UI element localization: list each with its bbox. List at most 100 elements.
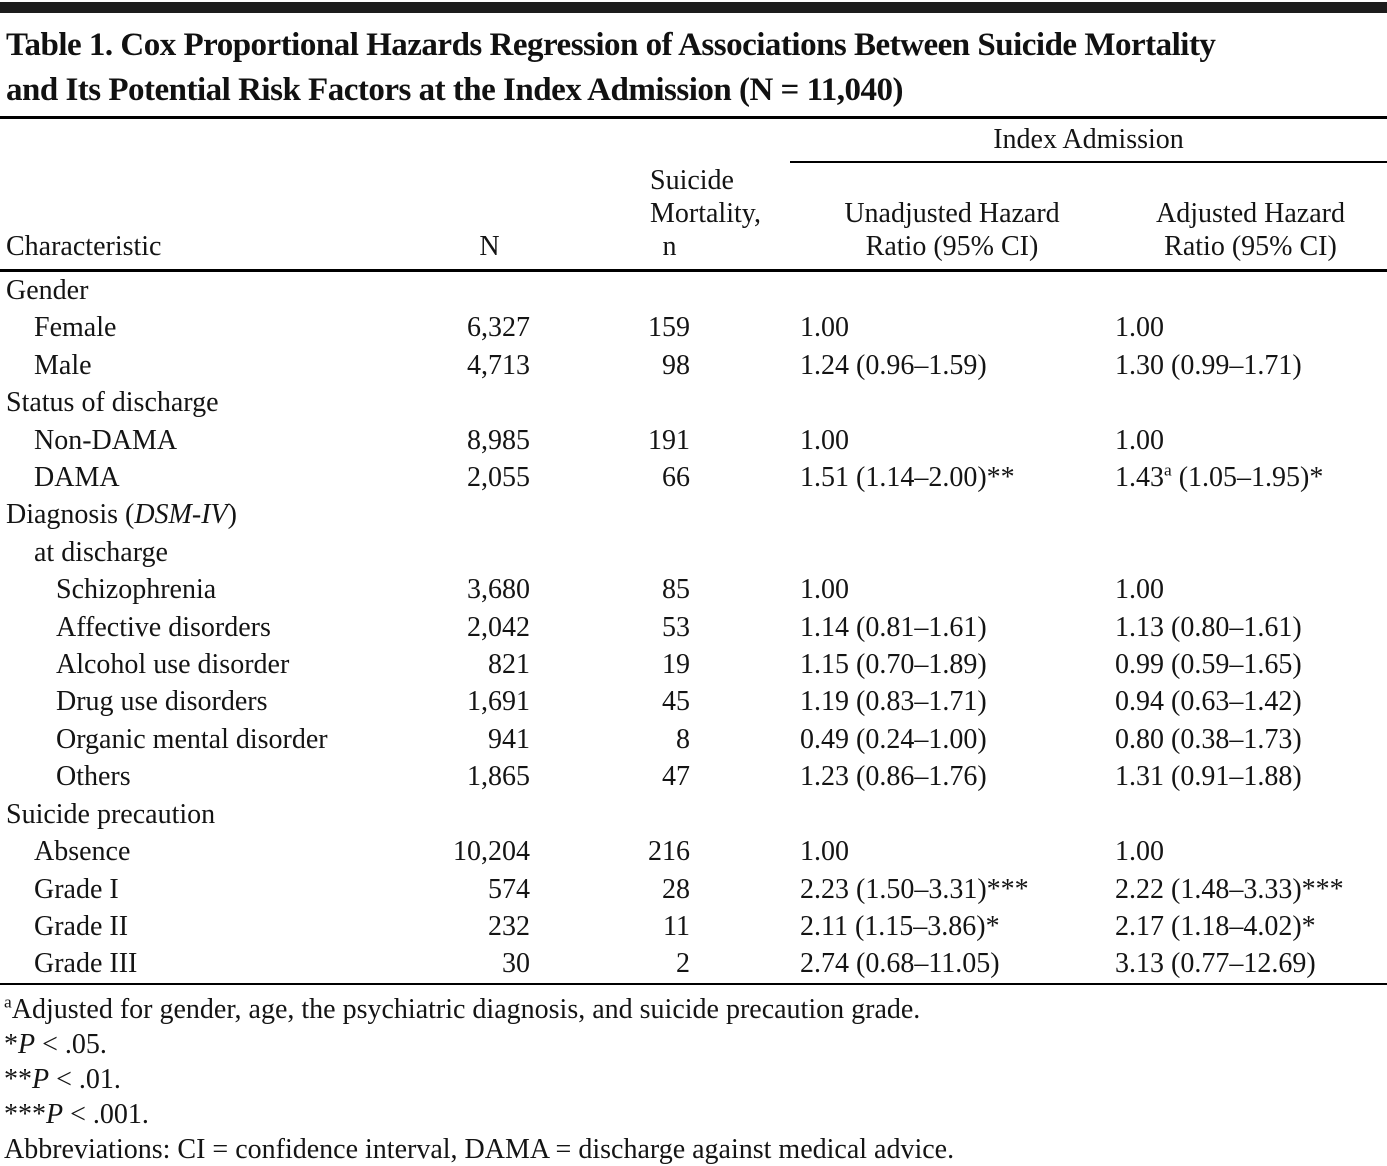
cell-unadjusted-hr: 2.23 (1.50–3.31)*** (800, 873, 1029, 905)
cell-characteristic: Organic mental disorder (56, 723, 328, 755)
spanner-row: Index Admission (0, 119, 1387, 163)
footnote-line: aAdjusted for gender, age, the psychiatr… (4, 992, 921, 1025)
cell-adjusted-hr (1105, 271, 1387, 310)
cell-n: 2,042 (467, 611, 530, 643)
cell-unadjusted-hr: 1.24 (0.96–1.59) (800, 349, 987, 381)
cell-n: 941 (488, 723, 530, 755)
footnote-line: *P < .05. (4, 1028, 107, 1060)
cell-characteristic: Affective disorders (56, 611, 271, 643)
cell-adjusted-hr: 1.00 (1115, 312, 1164, 344)
cell-adjusted-hr: 0.99 (0.59–1.65) (1115, 649, 1302, 681)
cell-unadjusted-hr: 1.00 (800, 312, 849, 344)
cell-mortality: 28 (662, 873, 690, 905)
table-row: Organic mental disorder 941 8 0.49 (0.24–1.… (0, 721, 1387, 758)
column-header-mortality: Suicide Mortality, n (530, 163, 761, 272)
spanner-spacer (0, 119, 690, 163)
spanner-label: Index Admission (993, 124, 1184, 155)
cell-n: 6,327 (467, 312, 530, 344)
cell-characteristic: Schizophrenia (56, 574, 217, 606)
cell-adjusted-hr: 1.30 (0.99–1.71) (1115, 349, 1302, 381)
cell-n (420, 271, 530, 310)
cell-n: 4,713 (467, 349, 530, 381)
cell-mortality: 47 (662, 761, 690, 793)
cell-characteristic: Non-DAMA (34, 424, 178, 456)
cell-n: 3,680 (467, 574, 530, 606)
cell-adjusted-hr: 2.17 (1.18–4.02)* (1115, 910, 1316, 942)
cell-adjusted-hr (1105, 534, 1387, 571)
footnotes: aAdjusted for gender, age, the psychiatr… (0, 985, 1387, 1166)
cell-n: 1,865 (467, 761, 530, 793)
cell-n: 10,204 (453, 836, 530, 868)
column-header-unadjusted-hr: Unadjusted Hazard Ratio (95% CI) (690, 163, 1105, 272)
cell-n: 821 (488, 649, 530, 681)
table-row: Grade III 30 2 2.74 (0.68–11.05) 3.13 (0.77–… (0, 945, 1387, 983)
cell-mortality (530, 496, 690, 533)
cell-characteristic: Diagnosis (DSM-IV) (6, 499, 237, 531)
table-row: Status of discharge (0, 384, 1387, 421)
table-row: Affective disorders 2,042 53 1.14 (0.81–1.6… (0, 609, 1387, 646)
cell-unadjusted-hr: 0.49 (0.24–1.00) (800, 723, 987, 755)
cell-n (420, 496, 530, 533)
cell-mortality: 159 (648, 312, 690, 344)
cell-adjusted-hr: 1.43a (1.05–1.95)* (1115, 460, 1324, 494)
cell-adjusted-hr: 0.94 (0.63–1.42) (1115, 686, 1302, 718)
cell-n: 8,985 (467, 424, 530, 456)
table-row: Grade I 574 28 2.23 (1.50–3.31)*** 2.22 (1.4… (0, 871, 1387, 908)
cell-n: 30 (502, 948, 530, 980)
cell-n (420, 796, 530, 833)
cell-mortality: 8 (676, 723, 690, 755)
cell-unadjusted-hr: 1.14 (0.81–1.61) (800, 611, 987, 643)
cell-unadjusted-hr: 1.23 (0.86–1.76) (800, 761, 987, 793)
cell-adjusted-hr (1105, 384, 1387, 421)
cell-adjusted-hr: 1.00 (1115, 836, 1164, 868)
cell-unadjusted-hr: 2.74 (0.68–11.05) (800, 948, 1000, 980)
table-row: at discharge (0, 534, 1387, 571)
cell-characteristic: Alcohol use disorder (56, 649, 290, 681)
cell-mortality: 85 (662, 574, 690, 606)
table-row: Suicide precaution (0, 796, 1387, 833)
table-title: Table 1. Cox Proportional Hazards Regres… (0, 13, 1387, 119)
top-rule (0, 2, 1387, 13)
cell-mortality: 53 (662, 611, 690, 643)
table-row: Alcohol use disorder 821 19 1.15 (0.70–1.89… (0, 646, 1387, 683)
cell-adjusted-hr: 1.00 (1115, 574, 1164, 606)
table-header: Index Admission Characteristic N Suicide… (0, 119, 1387, 272)
cell-characteristic: Gender (6, 275, 89, 306)
table-row: Others 1,865 47 1.23 (0.86–1.76) 1.31 (0.91–… (0, 758, 1387, 795)
data-table: Index Admission Characteristic N Suicide… (0, 119, 1387, 985)
table-row: Schizophrenia 3,680 85 1.00 1.00 (0, 571, 1387, 608)
cell-adjusted-hr: 2.22 (1.48–3.33)*** (1115, 873, 1344, 905)
cell-mortality: 66 (662, 462, 690, 494)
cell-characteristic: Grade III (34, 948, 138, 980)
cell-characteristic: Suicide precaution (6, 798, 216, 830)
table-row: Absence 10,204 216 1.00 1.00 (0, 833, 1387, 870)
cell-unadjusted-hr: 2.11 (1.15–3.86)* (800, 910, 1000, 942)
cell-n: 2,055 (467, 462, 530, 494)
table-row: Drug use disorders 1,691 45 1.19 (0.83–1.71… (0, 683, 1387, 720)
cell-unadjusted-hr: 1.15 (0.70–1.89) (800, 649, 987, 681)
cell-mortality: 98 (662, 349, 690, 381)
footnote-line: Abbreviations: CI = confidence interval,… (4, 1133, 955, 1165)
table-row: Male 4,713 98 1.24 (0.96–1.59) 1.30 (0.99–1.… (0, 347, 1387, 384)
spanner-cell: Index Admission (690, 119, 1387, 163)
cell-unadjusted-hr: 1.00 (800, 574, 849, 606)
table-row: Female 6,327 159 1.00 1.00 (0, 309, 1387, 346)
cell-mortality: 191 (648, 424, 690, 456)
cell-characteristic: Others (56, 761, 131, 793)
cell-unadjusted-hr (690, 271, 1105, 310)
cell-mortality (530, 271, 690, 310)
cell-adjusted-hr (1105, 796, 1387, 833)
cell-characteristic: Female (34, 312, 117, 344)
column-header-characteristic: Characteristic (0, 163, 420, 272)
cell-characteristic: DAMA (34, 462, 120, 494)
cell-mortality (530, 796, 690, 833)
cell-characteristic: Absence (34, 836, 131, 868)
cell-adjusted-hr: 0.80 (0.38–1.73) (1115, 723, 1302, 755)
cell-n (420, 534, 530, 571)
cell-mortality: 19 (662, 649, 690, 681)
cell-unadjusted-hr: 1.51 (1.14–2.00)** (800, 462, 1015, 494)
table-row: Non-DAMA 8,985 191 1.00 1.00 (0, 422, 1387, 459)
cell-characteristic: Drug use disorders (56, 686, 268, 718)
column-header-adjusted-hr: Adjusted Hazard Ratio (95% CI) (1105, 163, 1387, 272)
